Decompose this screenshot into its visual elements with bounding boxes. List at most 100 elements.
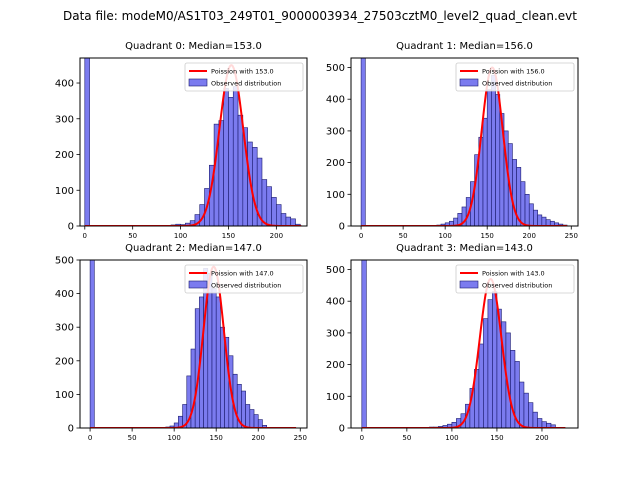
x-tick-label: 0	[83, 232, 87, 240]
histogram-bar	[241, 390, 246, 428]
x-tick-label: 0	[360, 434, 364, 442]
histogram-bar	[262, 425, 267, 428]
y-tick-label: 200	[55, 356, 74, 367]
x-tick-label: 0	[88, 434, 92, 442]
histogram-bar	[478, 343, 484, 428]
legend-box	[455, 62, 575, 92]
histogram-bar	[492, 291, 498, 428]
histogram-bar	[276, 204, 282, 226]
x-tick-label: 100	[445, 434, 458, 442]
histogram-bar	[285, 216, 292, 226]
legend: Poission with 156.0 Observed distribution	[455, 62, 575, 92]
x-tick-label: 0	[359, 232, 363, 240]
histogram-bar	[533, 209, 538, 226]
panel-quadrant-3: Quadrant 3: Median=143.0 0 50 100 150 200 0 100…	[326, 243, 579, 442]
y-tick-label: 500	[326, 63, 345, 74]
x-tick-label: 100	[438, 232, 451, 240]
legend: Poission with 147.0 Observed distribution	[184, 264, 304, 294]
histogram-bar	[257, 419, 263, 428]
y-tick-label: 200	[326, 360, 345, 371]
x-tick-label: 200	[270, 232, 283, 240]
x-tick-label: 100	[167, 434, 180, 442]
y-tick-label: 300	[55, 323, 74, 334]
histogram-bar	[486, 89, 492, 226]
x-tick-label: 50	[402, 434, 411, 442]
legend-hist-label: Observed distribution	[482, 80, 552, 88]
histogram-bar	[482, 117, 488, 226]
legend-box	[184, 62, 304, 92]
poisson-fit-line	[84, 64, 302, 226]
axes-frame	[350, 57, 579, 227]
histogram-bar	[491, 75, 496, 226]
histogram-bar	[361, 260, 367, 428]
y-tick-label: 0	[68, 424, 74, 435]
histogram-bar	[266, 186, 272, 226]
legend-fit-label: Poission with 147.0	[211, 270, 274, 278]
legend-hist-swatch	[188, 280, 208, 289]
histogram-bar	[280, 213, 287, 226]
histogram-bar	[483, 318, 489, 428]
x-tick-label: 50	[128, 434, 137, 442]
axes-frame	[350, 259, 579, 429]
histogram-bar	[223, 88, 229, 226]
x-tick-label: 200	[535, 434, 548, 442]
x-tick-label: 150	[210, 434, 223, 442]
y-tick-label: 300	[55, 114, 74, 125]
histogram-bar	[237, 114, 244, 226]
poisson-fit-line	[90, 265, 297, 428]
y-tick-label: 400	[55, 79, 74, 90]
legend: Poission with 153.0 Observed distribution	[184, 62, 304, 92]
y-tick-label: 400	[326, 95, 345, 106]
histogram-bar	[520, 181, 526, 226]
histogram-bar	[215, 296, 221, 428]
x-tick-label: 250	[294, 434, 307, 442]
histogram-bar	[228, 97, 234, 226]
x-tick-label: 50	[128, 232, 137, 240]
plot-area	[84, 58, 302, 226]
panel-title: Quadrant 0: Median=153.0	[125, 41, 262, 52]
y-tick-label: 500	[55, 256, 74, 267]
histogram-bar	[524, 194, 530, 226]
histogram-bar	[519, 381, 525, 428]
histogram-bar	[523, 392, 529, 428]
histogram-bar	[541, 216, 547, 226]
y-tick-label: 0	[68, 222, 74, 233]
legend-hist-label: Observed distribution	[482, 282, 552, 290]
x-tick-label: 100	[174, 232, 187, 240]
y-tick-label: 200	[55, 150, 74, 161]
y-tick-label: 200	[326, 158, 345, 169]
axes-frame	[79, 57, 308, 227]
y-tick-label: 100	[55, 390, 74, 401]
histogram-bar	[271, 197, 277, 226]
histogram-bar	[360, 58, 366, 226]
y-tick-label: 400	[55, 289, 74, 300]
histogram-bar	[550, 424, 556, 428]
histogram-bar	[532, 411, 538, 428]
y-tick-label: 100	[55, 186, 74, 197]
histogram-bar	[84, 58, 90, 226]
y-tick-label: 400	[326, 297, 345, 308]
figure-title: Data file: modeM0/AS1T03_249T01_90000039…	[63, 9, 577, 23]
axes-frame	[79, 259, 308, 429]
histogram-bar	[245, 404, 251, 428]
legend-fit-label: Poission with 153.0	[211, 68, 274, 76]
histogram-bar	[252, 147, 258, 226]
histogram-bar	[537, 418, 543, 428]
legend-box	[184, 264, 304, 294]
y-tick-label: 100	[326, 190, 345, 201]
panel-title: Quadrant 2: Median=147.0	[125, 243, 262, 254]
legend-fit-label: Poission with 143.0	[482, 270, 545, 278]
plot-area	[361, 260, 566, 428]
panel-quadrant-0: Quadrant 0: Median=153.0 0 50 100 150 200 0 100…	[55, 41, 308, 240]
x-tick-label: 150	[490, 434, 503, 442]
y-tick-label: 0	[339, 222, 345, 233]
histogram-bar	[537, 214, 543, 226]
x-tick-label: 150	[481, 232, 494, 240]
x-tick-label: 200	[252, 434, 265, 442]
histogram-bar	[528, 402, 534, 428]
histogram-bar	[190, 348, 196, 428]
histogram-bar	[249, 409, 255, 428]
poisson-fit-line	[361, 277, 566, 428]
panel-title: Quadrant 3: Median=143.0	[396, 243, 533, 254]
histogram-bar	[232, 86, 239, 226]
